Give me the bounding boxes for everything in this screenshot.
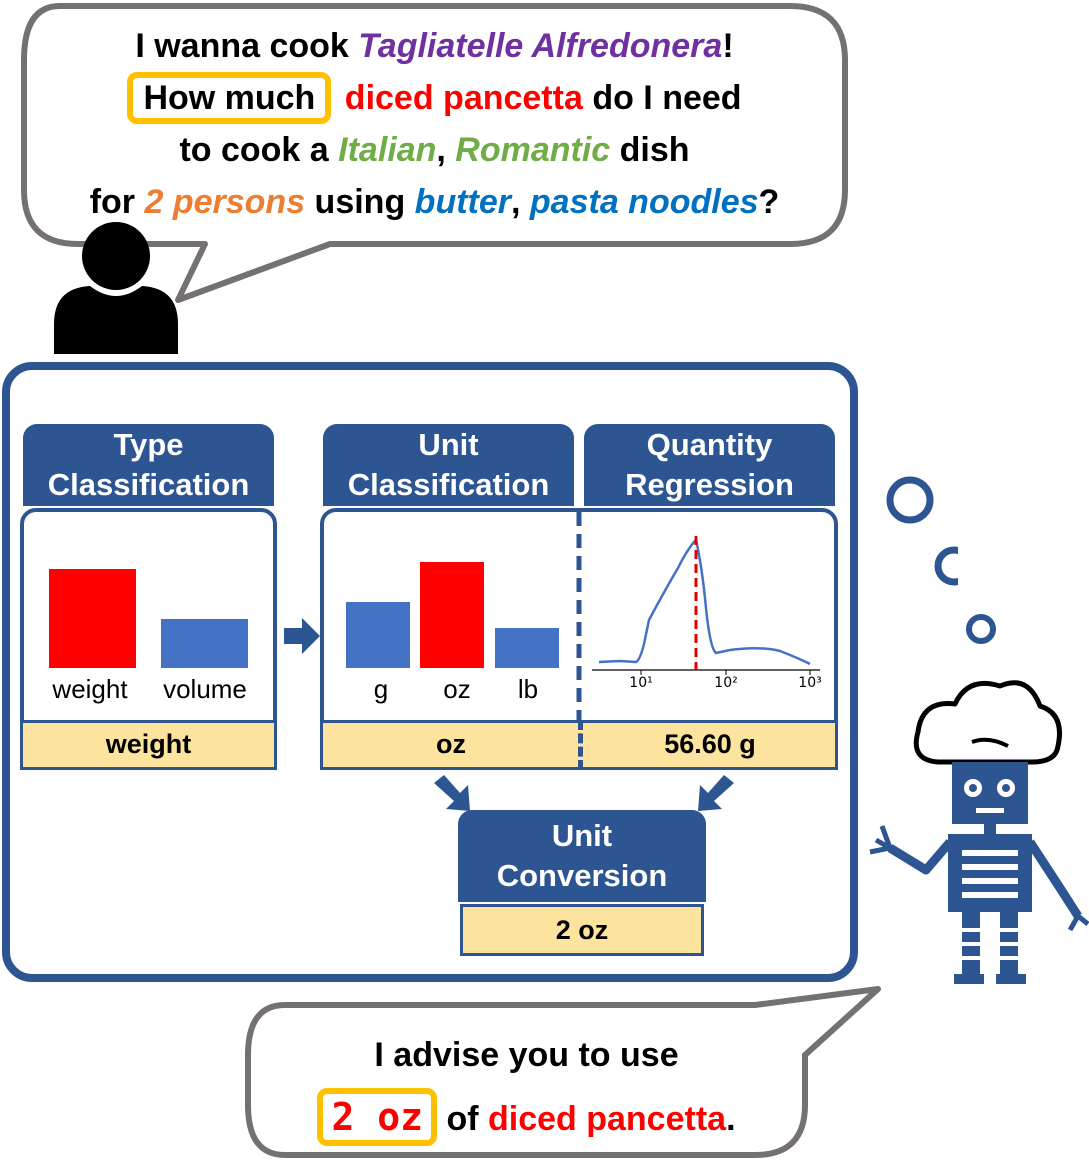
question-text: I wanna cook Tagliatelle Alfredonera! Ho…	[24, 20, 845, 228]
quantity-regression-header: Quantity Regression	[584, 424, 835, 506]
ingredient-butter: butter	[414, 183, 511, 221]
question-bubble-shape	[21, 3, 848, 303]
user-icon	[54, 222, 178, 354]
bar-weight	[49, 569, 136, 668]
arrow-down-right-icon	[698, 775, 734, 811]
question-line-1: I wanna cook Tagliatelle Alfredonera!	[135, 27, 734, 65]
label-oz: oz	[443, 674, 471, 704]
type-classification-header: Type Classification	[23, 424, 274, 506]
tag-romantic: Romantic	[455, 131, 611, 169]
answer-bubble-shape	[245, 986, 881, 1158]
unit-result: oz	[436, 729, 466, 759]
answer-line-2: 2 oz of diced pancetta.	[248, 1088, 805, 1146]
answer-line-1: I advise you to use	[374, 1036, 679, 1074]
type-classification-chart	[49, 569, 248, 668]
bar-oz	[420, 562, 484, 668]
question-line-2: How much diced pancetta do I need	[24, 72, 845, 124]
label-lb: lb	[517, 674, 539, 704]
bar-lb	[495, 628, 559, 668]
question-line-3: to cook a Italian, Romantic dish	[179, 131, 690, 169]
tag-italian: Italian	[338, 131, 437, 169]
answer-ingredient: diced pancetta	[487, 1100, 727, 1138]
result-divider	[578, 720, 583, 770]
label-weight: weight	[52, 674, 128, 704]
question-ingredient: diced pancetta	[344, 79, 583, 117]
arrow-right-icon	[284, 618, 320, 654]
thought-bubbles	[886, 476, 958, 586]
question-line-4: for 2 persons using butter, pasta noodle…	[89, 183, 780, 221]
model-frame	[2, 362, 858, 982]
label-g: g	[373, 674, 389, 704]
how-much-highlight: How much	[127, 72, 332, 124]
unit-conversion-header: Unit Conversion	[458, 810, 706, 902]
servings: 2 persons	[144, 183, 306, 221]
unit-quantity-chart	[346, 512, 820, 766]
dish-name: Tagliatelle Alfredonera	[358, 27, 723, 65]
bar-g	[346, 602, 410, 668]
regression-curve	[598, 537, 811, 666]
thought-bubbles-small	[966, 614, 996, 644]
bar-volume	[161, 619, 248, 668]
ingredient-pasta: pasta noodles	[529, 183, 759, 221]
label-volume: volume	[163, 674, 247, 704]
tick-label-2: 10²	[714, 675, 738, 691]
unit-classification-header: Unit Classification	[323, 424, 574, 506]
tick-label-1: 10¹	[629, 675, 653, 691]
quantity-result: 56.60 g	[664, 729, 756, 759]
arrow-down-left-icon	[434, 775, 470, 811]
answer-amount-highlight: 2 oz	[317, 1088, 437, 1146]
type-result: weight	[20, 720, 277, 770]
robot-chef-icon	[869, 680, 1089, 984]
tick-label-3: 10³	[798, 675, 822, 691]
conversion-result: 2 oz	[460, 904, 704, 956]
answer-text: I advise you to use 2 oz of diced pancet…	[248, 1032, 805, 1146]
